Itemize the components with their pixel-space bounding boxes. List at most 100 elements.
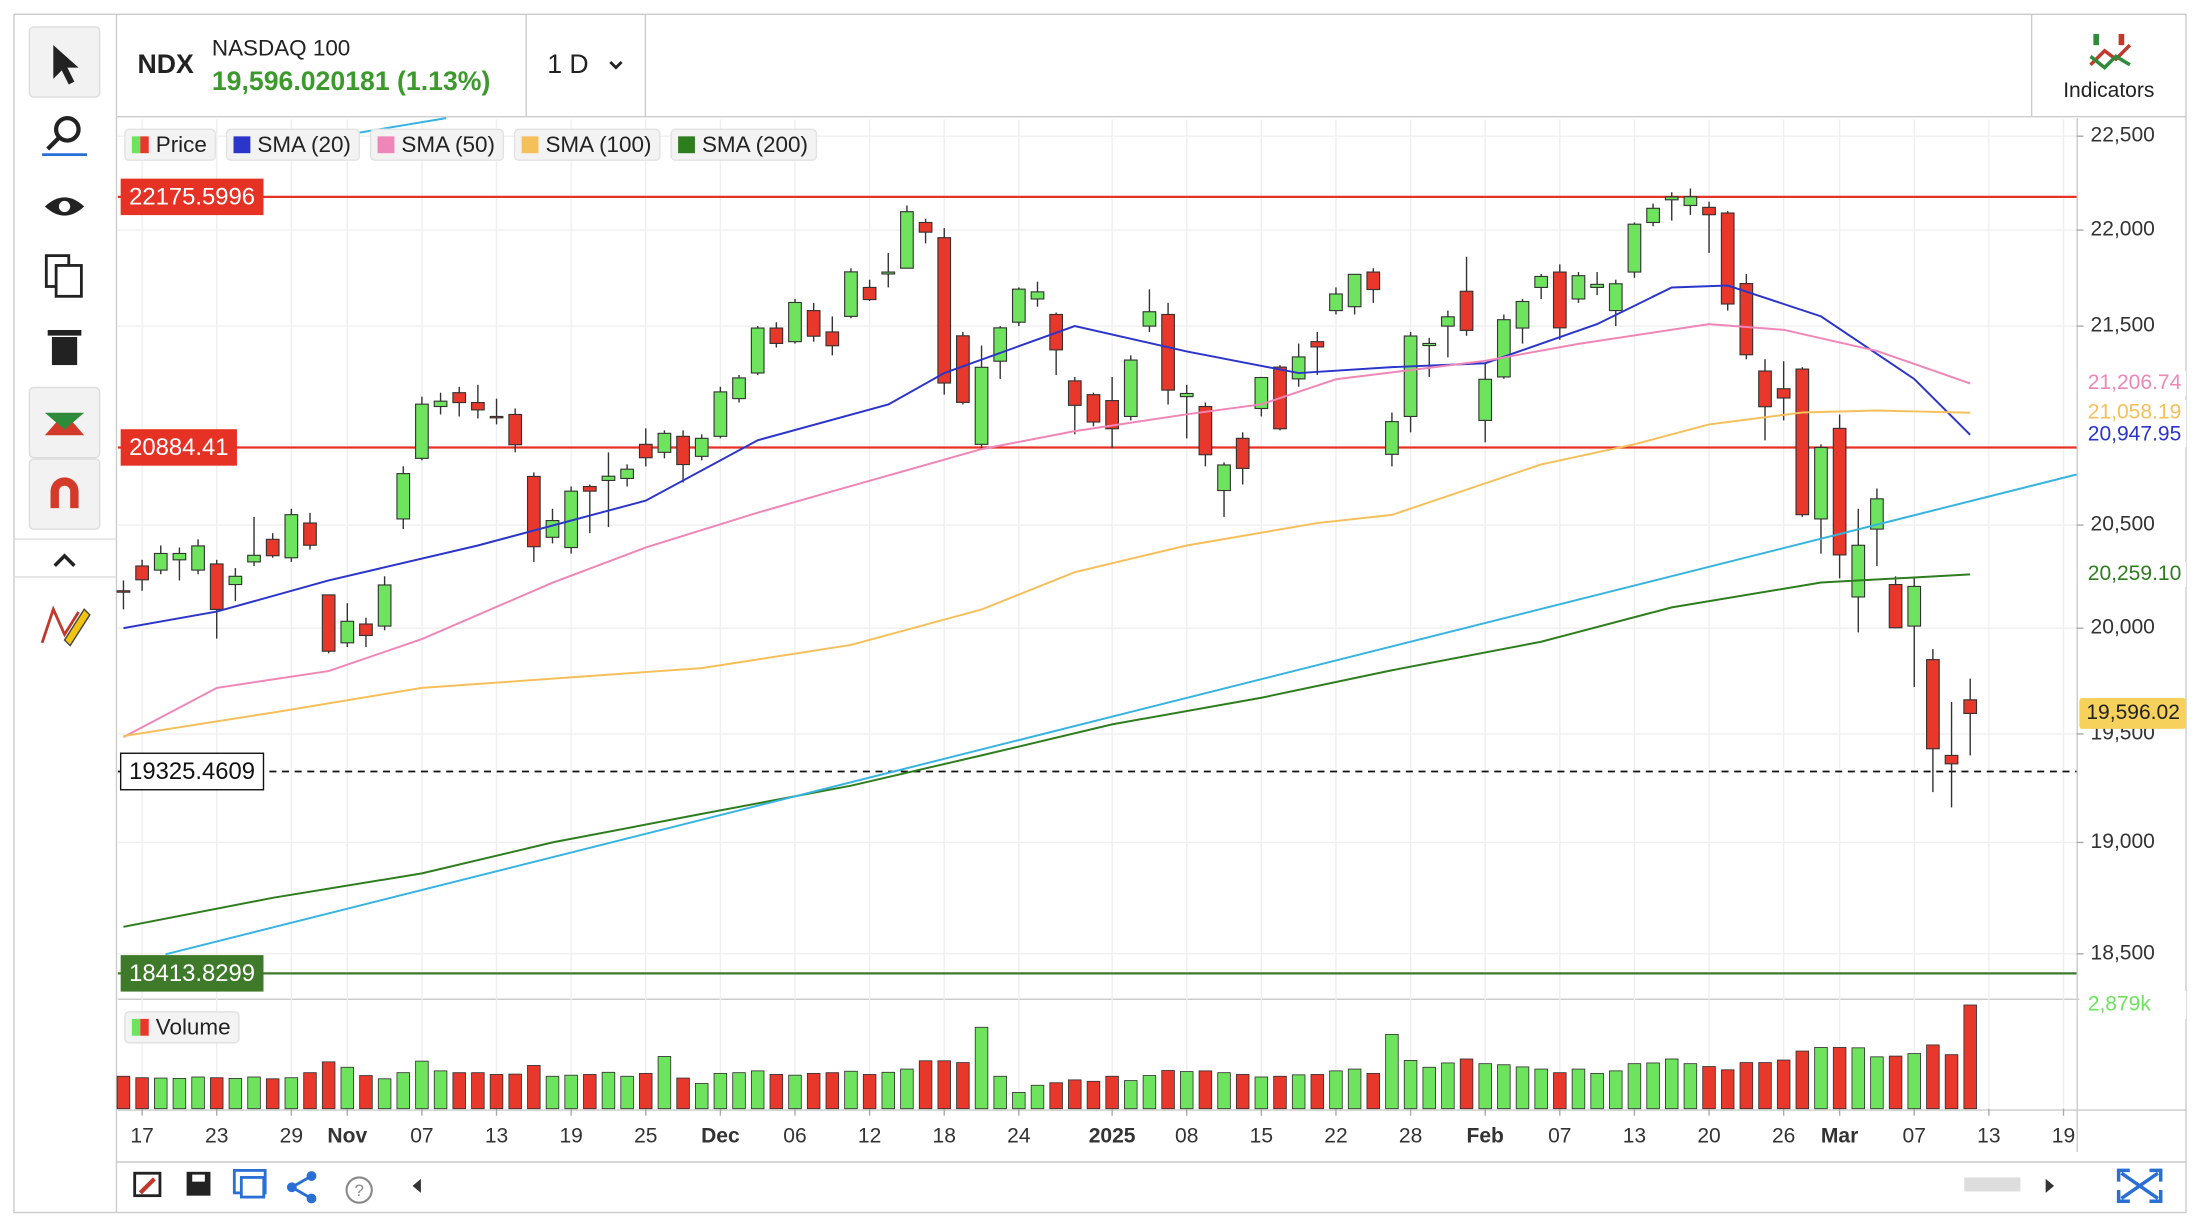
fullscreen-icon[interactable]: [2116, 1168, 2163, 1204]
candle-body: [489, 415, 504, 419]
candle-body: [1832, 427, 1847, 556]
y-tick-label: 19,000: [2091, 830, 2155, 853]
legend-item: Volume: [124, 1011, 240, 1044]
volume-bar: [247, 1076, 261, 1110]
candle-body: [1571, 275, 1586, 300]
volume-bar: [974, 1026, 989, 1110]
save-icon[interactable]: [186, 1171, 211, 1196]
candle-body: [452, 392, 467, 404]
candle-body: [1441, 316, 1455, 327]
volume-bar: [993, 1075, 1007, 1110]
candle-body: [321, 594, 336, 652]
candle-body: [1422, 342, 1437, 347]
interval-caret[interactable]: [609, 61, 623, 70]
volume-bar: [1795, 1050, 1810, 1110]
volume-bar: [1888, 1055, 1903, 1110]
magnet-tool[interactable]: [28, 458, 101, 530]
candle-body: [1030, 291, 1045, 300]
volume-bar: [601, 1071, 616, 1110]
candle-body: [1664, 196, 1679, 201]
left-toolbar: [14, 14, 118, 1213]
x-tick-label: 13: [485, 1124, 508, 1147]
tool-icon[interactable]: [133, 1171, 162, 1198]
x-tick-label: 17: [130, 1124, 153, 1147]
volume-bar: [1814, 1047, 1828, 1110]
layout-icon[interactable]: [232, 1169, 267, 1199]
eye-tool[interactable]: [44, 197, 85, 216]
volume-bar: [265, 1078, 280, 1110]
candle-body: [638, 443, 653, 459]
volume-bar: [1254, 1076, 1269, 1110]
candle-body: [918, 221, 933, 233]
volume-bar: [620, 1075, 634, 1110]
candle-body: [676, 435, 690, 466]
collapse[interactable]: [53, 553, 76, 567]
candle-body: [657, 432, 672, 453]
volume-bar: [1702, 1066, 1716, 1110]
volume-bar: [340, 1066, 355, 1110]
candle-body: [1123, 359, 1138, 418]
sma-last-bg: [2082, 561, 2186, 588]
scroll-left[interactable]: [412, 1178, 421, 1193]
volume-bar: [1683, 1063, 1698, 1110]
volume-bar: [1832, 1047, 1847, 1110]
volume-bar: [1403, 1060, 1418, 1110]
candle-body: [247, 554, 261, 563]
level-label: 22175.5996: [129, 184, 255, 211]
copy-tool[interactable]: [44, 254, 83, 298]
candle-body: [153, 552, 168, 571]
volume-bar: [1198, 1070, 1213, 1110]
volume-bar: [881, 1071, 896, 1110]
volume-bar: [1534, 1068, 1548, 1110]
candle-body: [359, 623, 373, 637]
legend-box: [225, 128, 361, 161]
candle-body: [1702, 206, 1716, 216]
instrument-name: NASDAQ 100: [212, 35, 350, 60]
indicators-icon[interactable]: [2089, 33, 2132, 70]
legend-item: SMA (200): [670, 128, 818, 161]
volume-bar: [713, 1072, 728, 1110]
volume-bar: [1105, 1075, 1119, 1110]
draw-tool[interactable]: [40, 605, 91, 647]
delete-tool[interactable]: [47, 329, 82, 366]
sma-line: [123, 284, 1971, 630]
x-tick-label: 28: [1399, 1124, 1422, 1147]
candle-body: [1963, 699, 1978, 714]
volume-bar: [676, 1077, 690, 1110]
candle-body: [1161, 313, 1175, 391]
candle-body: [1944, 754, 1959, 765]
candle-body: [862, 286, 877, 301]
legend-box: [513, 128, 661, 161]
candle-body: [1646, 207, 1660, 224]
x-tick-label: 07: [410, 1124, 433, 1147]
indicators-button[interactable]: Indicators: [2063, 79, 2154, 102]
interval[interactable]: 1 D: [547, 49, 588, 79]
candle-body: [1179, 392, 1194, 398]
candle-body: [1534, 275, 1549, 288]
scroll-thumb[interactable]: [1964, 1177, 2021, 1192]
sma-last-label: 20,947.95: [2088, 422, 2182, 445]
volume-bar: [1124, 1080, 1138, 1110]
x-tick-label: 2025: [1089, 1124, 1136, 1147]
candle-body: [1291, 356, 1306, 380]
candle-body: [1366, 271, 1381, 291]
scroll-right[interactable]: [2045, 1178, 2055, 1193]
zoom-tool[interactable]: [42, 116, 87, 157]
candle-body: [228, 575, 243, 586]
candle-body: [1926, 659, 1940, 750]
level-label-bg: [120, 955, 264, 992]
volume-bar: [1497, 1064, 1511, 1110]
volume-bar: [471, 1072, 485, 1110]
volume-bar: [564, 1074, 578, 1110]
axis-divider: [2076, 118, 2078, 1153]
sma-last-bg: [2082, 400, 2186, 426]
legend-item: SMA (50): [369, 128, 505, 161]
legend-swatch: [377, 136, 395, 154]
candle-body: [1758, 370, 1772, 408]
volume-bar: [1012, 1092, 1026, 1110]
share-icon[interactable]: [286, 1171, 317, 1204]
help-icon[interactable]: ?: [345, 1176, 373, 1204]
candle-body: [1870, 498, 1884, 530]
legend-label: SMA (50): [401, 132, 495, 157]
